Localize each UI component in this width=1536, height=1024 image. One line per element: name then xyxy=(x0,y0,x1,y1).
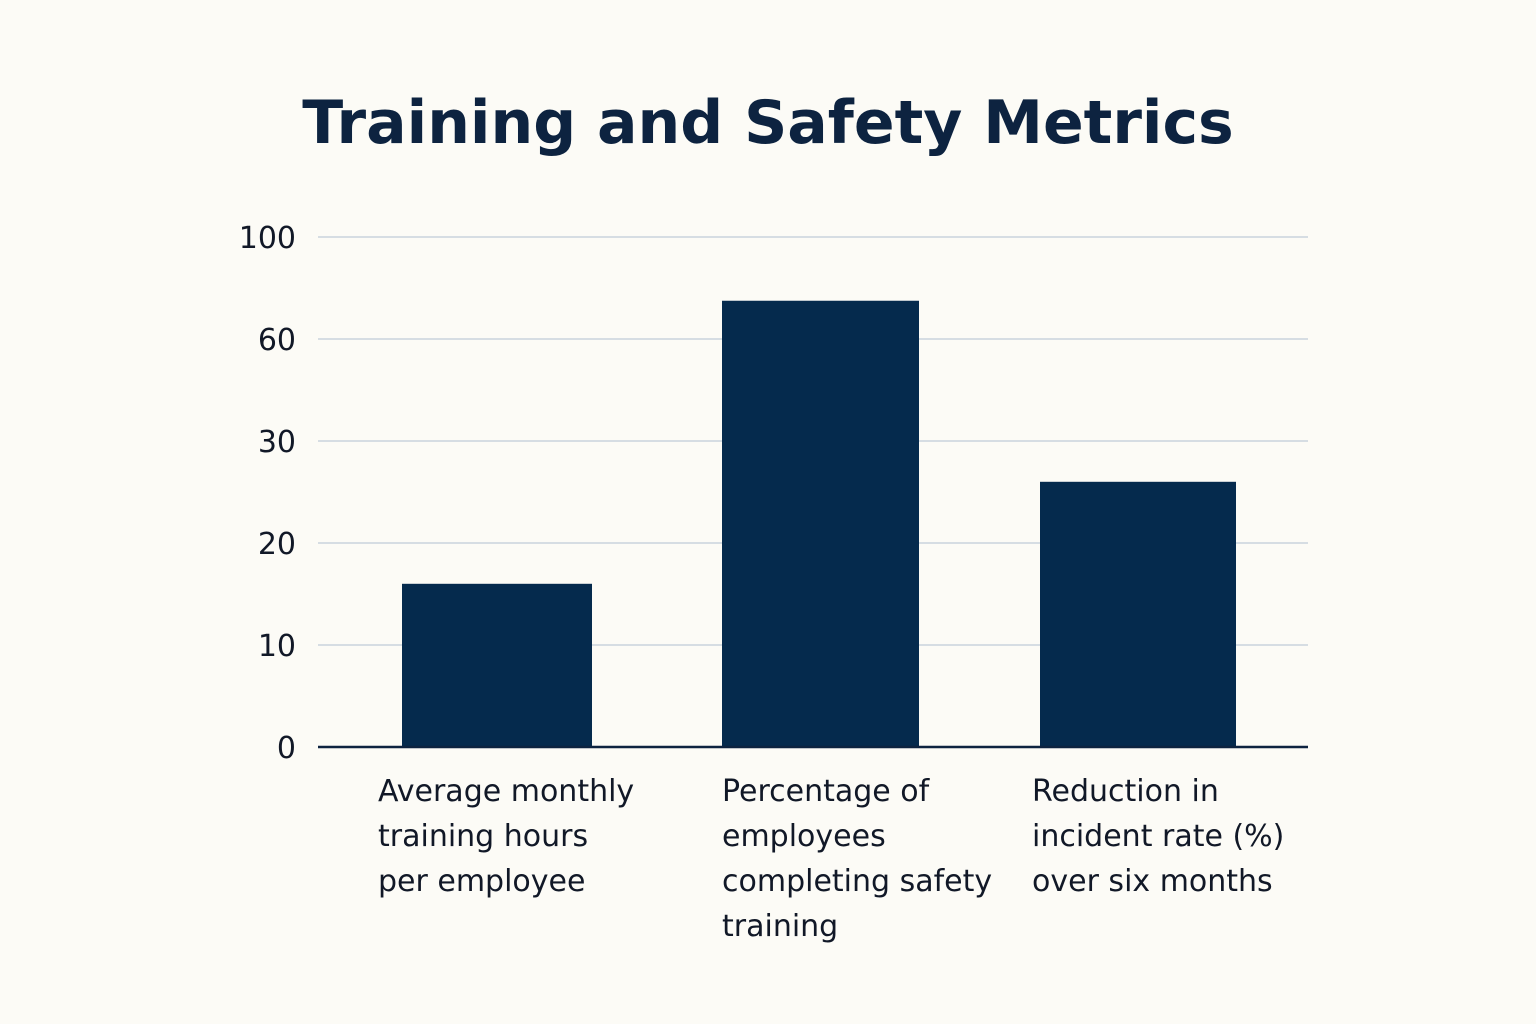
chart-title: Training and Safety Metrics xyxy=(302,88,1234,158)
y-tick-label: 100 xyxy=(239,221,296,256)
x-category-label-line: Average monthly xyxy=(378,774,634,809)
x-category-label-line: training xyxy=(722,909,838,944)
y-tick-label: 10 xyxy=(258,629,296,664)
x-axis-category-labels: Average monthly training hours per employe… xyxy=(378,774,1284,944)
bar xyxy=(402,583,592,747)
bar xyxy=(722,300,919,747)
x-category-label: Percentage of employees completing safety t… xyxy=(722,774,992,944)
y-tick-label: 20 xyxy=(258,527,296,562)
x-category-label-line: employees xyxy=(722,819,886,854)
x-category-label-line: incident rate (%) xyxy=(1032,819,1284,854)
x-category-label-line: per employee xyxy=(378,864,585,899)
x-category-label-line: over six months xyxy=(1032,864,1273,899)
y-tick-label: 30 xyxy=(258,425,296,460)
y-tick-label: 60 xyxy=(258,323,296,358)
x-category-label-line: Reduction in xyxy=(1032,774,1219,809)
x-category-label: Average monthly training hours per employe… xyxy=(378,774,634,899)
x-category-label: Reduction in incident rate (%) over six mo… xyxy=(1032,774,1284,899)
x-category-label-line: completing safety xyxy=(722,864,992,899)
x-category-label-line: Percentage of xyxy=(722,774,931,809)
y-tick-label: 0 xyxy=(277,731,296,766)
x-category-label-line: training hours xyxy=(378,819,588,854)
bars xyxy=(402,300,1236,747)
bar xyxy=(1040,481,1236,747)
